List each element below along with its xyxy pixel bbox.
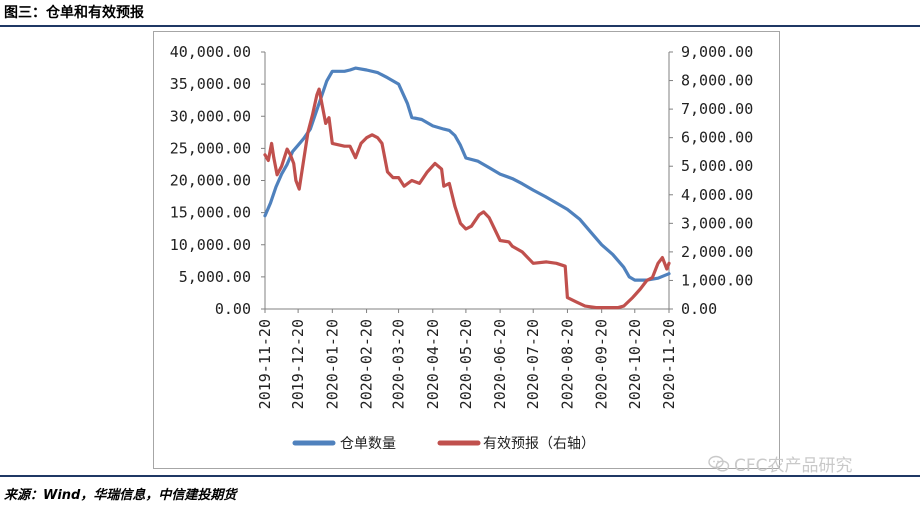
- x-tick-label: 2020-01-20: [323, 319, 341, 409]
- figure-title: 图三：仓单和有效预报: [4, 5, 144, 21]
- y-left-tick-label: 10,000.00: [170, 236, 251, 254]
- x-tick-label: 2020-03-20: [390, 319, 408, 409]
- series-line-1: [263, 66, 671, 282]
- y-right-tick-label: 6,000.00: [681, 129, 753, 147]
- footer-rule: [0, 475, 920, 477]
- x-tick-label: 2020-09-20: [593, 319, 611, 409]
- watermark-text: CFC农产品研究: [734, 456, 853, 476]
- x-tick-label: 2020-07-20: [524, 319, 542, 409]
- chart-legend: 仓单数量 有效预报（右轴）: [292, 436, 595, 452]
- y-right-tick-label: 8,000.00: [681, 72, 753, 90]
- x-tick-label: 2019-12-20: [289, 319, 307, 409]
- legend-label-series-2: 有效预报（右轴）: [483, 436, 595, 452]
- y-left-tick-label: 40,000.00: [170, 43, 251, 61]
- y-right-tick-label: 2,000.00: [681, 243, 753, 261]
- source-note: 来源：Wind，华瑞信息，中信建投期货: [4, 488, 237, 503]
- x-tick-label: 2020-04-20: [424, 319, 442, 409]
- header-rule: [0, 25, 920, 27]
- y-left-tick-label: 30,000.00: [170, 107, 251, 125]
- chart-axes: 0.00 5,000.00 10,000.00 15,000.00 20,000.00 2…: [170, 43, 754, 409]
- x-tick-label: 2020-06-20: [491, 319, 509, 409]
- y-right-tick-label: 0.00: [681, 300, 717, 318]
- y-right-tick-label: 5,000.00: [681, 157, 753, 175]
- x-tick-label: 2020-02-20: [358, 319, 376, 409]
- legend-label-series-1: 仓单数量: [340, 436, 396, 452]
- series-line-2: [263, 87, 671, 310]
- y-left-tick-label: 5,000.00: [179, 268, 251, 286]
- x-tick-label: 2020-10-20: [626, 319, 644, 409]
- y-left-tick-label: 0.00: [215, 300, 251, 318]
- y-right-tick-label: 7,000.00: [681, 100, 753, 118]
- y-left-tick-label: 20,000.00: [170, 172, 251, 190]
- y-left-tick-label: 15,000.00: [170, 204, 251, 222]
- series-layer: [263, 66, 671, 310]
- y-right-tick-label: 9,000.00: [681, 43, 753, 61]
- chart-frame: [153, 31, 780, 469]
- x-tick-label: 2020-08-20: [558, 319, 576, 409]
- x-tick-label: 2019-11-20: [256, 319, 274, 409]
- x-tick-label: 2020-05-20: [457, 319, 475, 409]
- wechat-icon: [708, 455, 730, 472]
- y-left-tick-label: 35,000.00: [170, 75, 251, 93]
- y-left-tick-label: 25,000.00: [170, 139, 251, 157]
- y-right-tick-label: 4,000.00: [681, 186, 753, 204]
- x-tick-label: 2020-11-20: [660, 319, 678, 409]
- y-right-tick-label: 1,000.00: [681, 271, 753, 289]
- y-right-tick-label: 3,000.00: [681, 214, 753, 232]
- watermark: CFC农产品研究: [708, 451, 853, 476]
